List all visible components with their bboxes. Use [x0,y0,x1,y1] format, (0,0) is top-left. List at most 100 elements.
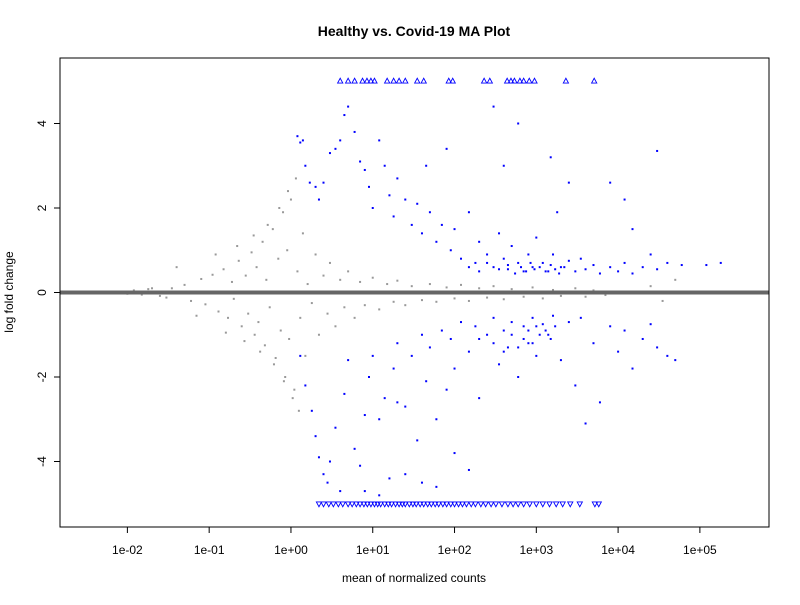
significant-point [666,261,669,264]
significant-point [460,321,463,324]
non-significant-point [649,285,652,288]
significant-point [719,261,722,264]
significant-point [445,147,448,150]
significant-point [486,333,489,336]
significant-point [425,380,428,383]
significant-point [435,240,438,243]
non-significant-point [604,294,607,297]
significant-point [435,418,438,421]
triangle-down-point [352,501,360,508]
significant-point [552,314,555,317]
x-tick-label: 1e+01 [356,543,390,557]
triangle-up-point [562,77,570,84]
non-significant-point [165,296,168,299]
significant-point [522,337,525,340]
non-significant-point [301,232,304,235]
significant-point [631,367,634,370]
significant-point [353,447,356,450]
triangle-up-point [507,77,515,84]
significant-point [502,257,505,260]
triangle-up-point [445,77,453,84]
significant-point [498,232,501,235]
significant-point [314,435,317,438]
significant-point [498,268,501,271]
significant-point [584,268,587,271]
non-significant-point [286,249,289,252]
triangle-up-point [359,77,366,84]
significant-point [705,264,708,267]
significant-point [656,268,659,271]
non-significant-point [257,321,260,324]
significant-point [347,105,350,108]
triangle-down-point [552,501,560,508]
triangle-up-point [401,77,409,84]
triangle-down-point [509,501,517,508]
triangle-down-point [463,501,470,508]
non-significant-point [293,388,296,391]
significant-point [425,164,428,167]
significant-point [522,325,525,328]
triangle-up-point [336,77,344,84]
significant-point [649,253,652,256]
triangle-up-point [531,77,538,84]
significant-point [517,376,520,379]
significant-point [440,329,443,332]
triangle-up-point [525,77,533,84]
non-significant-point [284,376,287,379]
triangle-up-point [420,77,428,84]
significant-point [547,333,550,336]
significant-point [322,473,325,476]
significant-point [314,185,317,188]
triangle-down-point [576,501,584,508]
triangle-down-point [420,501,428,508]
significant-point [396,177,399,180]
x-axis-label: mean of normalized counts [342,571,486,585]
non-significant-point [386,283,389,286]
significant-point [328,152,331,155]
significant-point [359,160,362,163]
non-significant-point [492,285,495,288]
non-significant-point [317,333,320,336]
significant-point [574,384,577,387]
non-significant-point [183,283,186,286]
significant-point [527,253,530,256]
significant-point [617,350,620,353]
significant-point [359,464,362,467]
triangle-down-point [459,501,466,508]
triangle-down-point [431,501,439,508]
non-significant-point [453,297,456,300]
triangle-down-point [526,501,534,508]
significant-point [404,473,407,476]
non-significant-point [204,303,207,306]
non-significant-point [460,283,463,286]
non-significant-point [531,286,534,289]
significant-point [453,452,456,455]
non-significant-point [151,287,154,290]
significant-point [396,342,399,345]
non-significant-point [170,287,173,290]
non-significant-point [255,266,258,269]
significant-point [641,337,644,340]
significant-point [554,325,557,328]
non-significant-point [478,287,481,290]
significant-point [486,261,489,264]
non-significant-point [253,333,256,336]
significant-point [517,261,520,264]
non-significant-point [404,304,407,307]
significant-point [556,211,559,214]
x-tick-label: 1e-02 [112,543,143,557]
significant-point [334,147,337,150]
significant-point [535,236,538,239]
significant-point [567,259,570,262]
significant-point [531,316,534,319]
triangle-down-point [424,501,432,508]
significant-point [609,181,612,184]
significant-point [592,342,595,345]
non-significant-point [378,308,381,311]
significant-point [404,405,407,408]
non-significant-point [272,363,275,366]
significant-point [567,321,570,324]
non-significant-point [252,234,255,237]
triangle-down-point [344,501,352,508]
non-significant-point [158,294,161,297]
